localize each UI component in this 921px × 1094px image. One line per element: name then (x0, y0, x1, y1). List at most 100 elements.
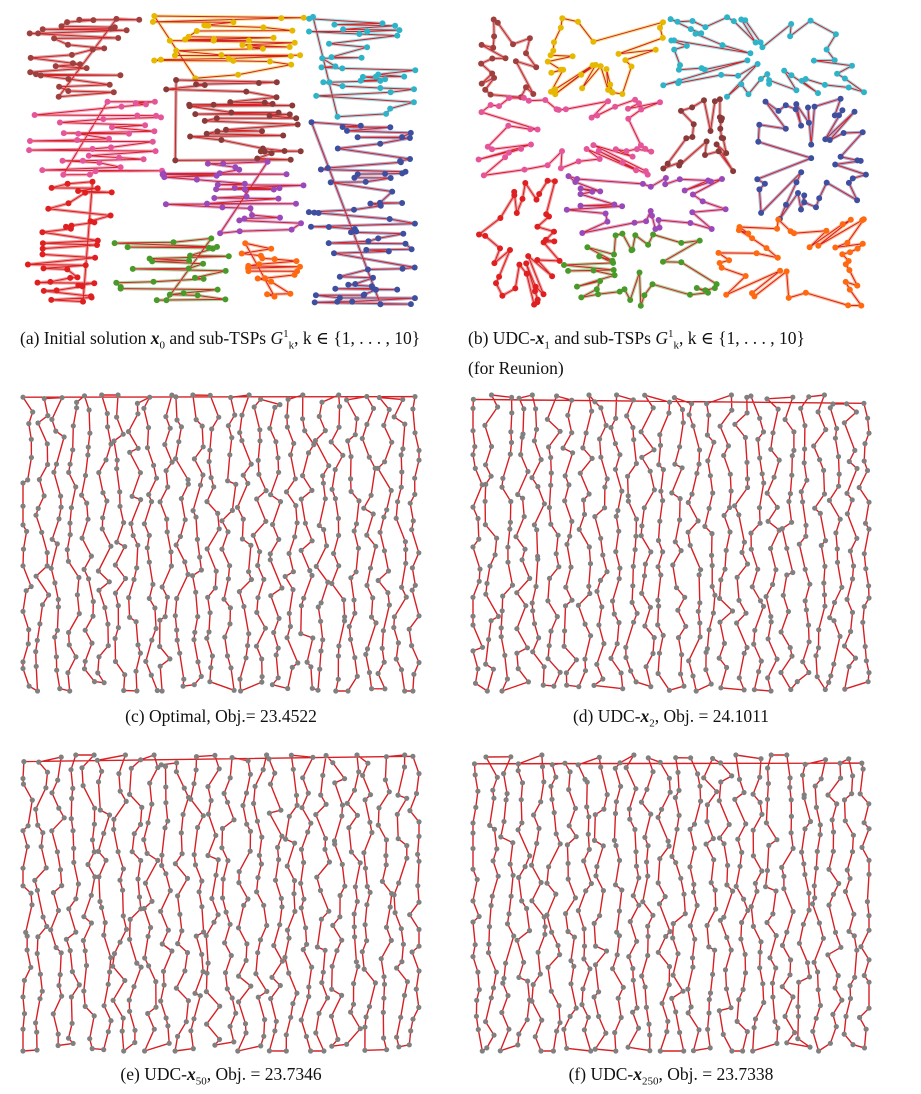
city-node (496, 273, 503, 280)
city-node (228, 952, 234, 959)
city-node (245, 37, 252, 44)
city-node (134, 960, 140, 966)
city-node (556, 564, 562, 570)
city-node (89, 837, 96, 843)
city-node (231, 1039, 237, 1045)
city-node (111, 826, 117, 832)
city-node (339, 83, 346, 90)
city-node (863, 566, 869, 572)
city-node (24, 844, 30, 850)
city-node (118, 103, 125, 110)
city-node (269, 100, 276, 107)
city-node (197, 993, 203, 999)
city-node (758, 658, 764, 664)
city-node (681, 891, 687, 897)
city-node (354, 673, 360, 679)
city-node (736, 597, 742, 603)
city-node (382, 76, 389, 83)
city-node (587, 561, 594, 567)
city-node (167, 888, 173, 894)
city-node (224, 799, 231, 805)
city-node (683, 623, 689, 629)
city-node (494, 19, 501, 26)
city-node (551, 178, 558, 185)
city-node (847, 249, 853, 256)
city-node (40, 830, 46, 836)
city-node (593, 286, 600, 293)
city-node (96, 159, 103, 166)
city-node (583, 888, 589, 894)
city-node (107, 25, 114, 32)
caption-d-var: x (640, 706, 650, 726)
city-node (329, 1043, 335, 1049)
city-node (518, 145, 525, 152)
city-node (604, 569, 610, 575)
city-node (121, 687, 127, 694)
city-node (594, 112, 601, 119)
city-node (801, 861, 807, 867)
city-node (128, 521, 134, 527)
city-node (158, 908, 164, 914)
city-node (123, 798, 129, 804)
city-node (404, 795, 410, 801)
city-node (404, 855, 410, 861)
city-node (335, 515, 341, 521)
panel-a-sub-tsp-8 (24, 178, 115, 305)
city-node (35, 420, 41, 426)
city-node (36, 759, 42, 765)
city-node (328, 1013, 335, 1019)
city-node (787, 491, 793, 497)
city-node (395, 499, 401, 505)
city-node (779, 526, 785, 532)
city-node (555, 532, 561, 538)
city-node (694, 902, 700, 908)
city-node (159, 584, 165, 590)
city-node (842, 686, 848, 692)
city-node (246, 44, 253, 50)
city-node (181, 676, 187, 682)
city-node (509, 410, 515, 416)
city-node (236, 166, 243, 173)
city-node (864, 467, 871, 474)
city-node (94, 757, 100, 763)
caption-e-prefix: (e) UDC- (120, 1064, 187, 1084)
city-node (218, 52, 225, 58)
city-node (259, 674, 265, 680)
city-node (470, 845, 476, 852)
city-node (516, 1031, 522, 1037)
city-node (842, 818, 848, 824)
city-node (91, 679, 98, 685)
city-node (716, 655, 722, 661)
city-node (730, 18, 737, 25)
city-node (823, 427, 829, 433)
city-node (658, 572, 664, 578)
city-node (642, 145, 649, 152)
city-node (811, 883, 817, 889)
city-node (795, 190, 801, 196)
city-node (563, 670, 569, 676)
city-node (23, 588, 29, 594)
city-node (633, 786, 639, 792)
city-node (79, 765, 85, 771)
city-node (619, 887, 625, 893)
city-node (129, 849, 135, 855)
city-node (39, 245, 46, 252)
city-node (822, 757, 829, 763)
city-node (290, 569, 296, 575)
city-node (832, 161, 839, 168)
city-node (325, 240, 332, 247)
city-node (544, 58, 551, 65)
city-node (322, 947, 328, 953)
city-node (106, 812, 113, 818)
city-node (506, 1026, 512, 1032)
city-node (211, 484, 217, 490)
city-node (523, 50, 529, 57)
city-node (315, 687, 321, 693)
city-node (169, 948, 175, 954)
city-node (284, 413, 290, 420)
city-node (578, 294, 585, 301)
city-node (571, 934, 577, 940)
city-node (801, 792, 807, 798)
city-node (774, 1040, 780, 1046)
city-node (705, 458, 711, 464)
